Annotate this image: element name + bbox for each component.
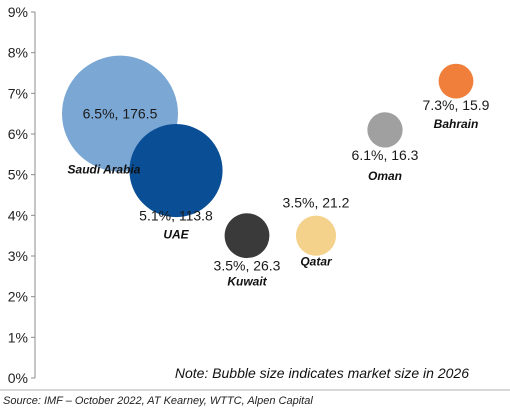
y-tick-label: 3% [8, 248, 28, 264]
bubble-value-label-bahrain: 7.3%, 15.9 [423, 97, 490, 113]
bubble-oman [367, 112, 403, 148]
y-tick-label: 7% [8, 85, 28, 101]
y-tick-label: 5% [8, 167, 28, 183]
chart-note: Note: Bubble size indicates market size … [175, 365, 469, 381]
bubble-value-label-oman: 6.1%, 16.3 [352, 147, 419, 163]
y-tick-label: 6% [8, 126, 28, 142]
bubble-bahrain [438, 63, 474, 99]
source-text: Source: IMF – October 2022, AT Kearney, … [3, 395, 313, 407]
bubble-value-label-qatar: 3.5%, 21.2 [283, 195, 350, 211]
bubble-name-label-qatar: Qatar [300, 255, 333, 269]
y-tick-label: 8% [8, 45, 28, 61]
y-tick-label: 0% [8, 370, 28, 386]
y-tick-label: 1% [8, 329, 28, 345]
bubble-name-label-uae: UAE [163, 228, 189, 242]
bubble-name-label-bahrain: Bahrain [434, 117, 479, 131]
bubble-value-label-uae: 5.1%, 113.8 [139, 208, 213, 224]
bubble-labels: 6.5%, 176.5 Saudi Arabia 5.1%, 113.8 UAE 3.5… [68, 97, 490, 289]
bubble-name-label-kuwait: Kuwait [227, 275, 267, 289]
bubble-value-label-saudi-arabia: 6.5%, 176.5 [83, 106, 158, 122]
bubble-name-label-oman: Oman [368, 169, 402, 183]
y-tick-label: 2% [8, 289, 28, 305]
bubble-uae [129, 124, 223, 218]
bubble-qatar [295, 215, 337, 256]
y-axis: 0% 1% 2% 3% 4% 5% 6% 7% 8% 9% [8, 4, 36, 386]
bubble-kuwait [224, 213, 270, 259]
bubble-value-label-kuwait: 3.5%, 26.3 [214, 258, 281, 274]
bubbles [62, 55, 474, 259]
y-tick-label: 9% [8, 4, 28, 20]
y-tick-label: 4% [8, 207, 28, 223]
bubble-name-label-saudi-arabia: Saudi Arabia [68, 163, 141, 177]
